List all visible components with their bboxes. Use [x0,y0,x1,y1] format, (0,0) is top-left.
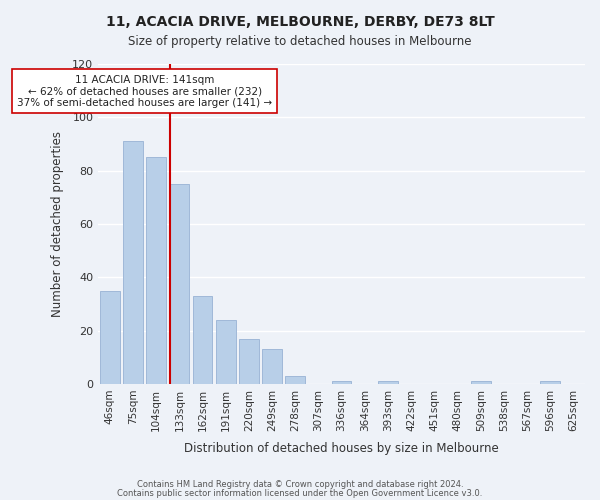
Y-axis label: Number of detached properties: Number of detached properties [51,131,64,317]
Bar [193,296,212,384]
X-axis label: Distribution of detached houses by size in Melbourne: Distribution of detached houses by size … [184,442,499,455]
Text: 11, ACACIA DRIVE, MELBOURNE, DERBY, DE73 8LT: 11, ACACIA DRIVE, MELBOURNE, DERBY, DE73… [106,15,494,29]
Bar [332,381,352,384]
Text: Contains public sector information licensed under the Open Government Licence v3: Contains public sector information licen… [118,488,482,498]
Bar [286,376,305,384]
Text: 11 ACACIA DRIVE: 141sqm
← 62% of detached houses are smaller (232)
37% of semi-d: 11 ACACIA DRIVE: 141sqm ← 62% of detache… [17,74,272,108]
Bar [262,349,282,384]
Bar [146,158,166,384]
Bar [123,142,143,384]
Bar [239,338,259,384]
Bar [100,290,120,384]
Bar [378,381,398,384]
Text: Contains HM Land Registry data © Crown copyright and database right 2024.: Contains HM Land Registry data © Crown c… [137,480,463,489]
Bar [216,320,236,384]
Bar [541,381,560,384]
Text: Size of property relative to detached houses in Melbourne: Size of property relative to detached ho… [128,35,472,48]
Bar [471,381,491,384]
Bar [170,184,189,384]
